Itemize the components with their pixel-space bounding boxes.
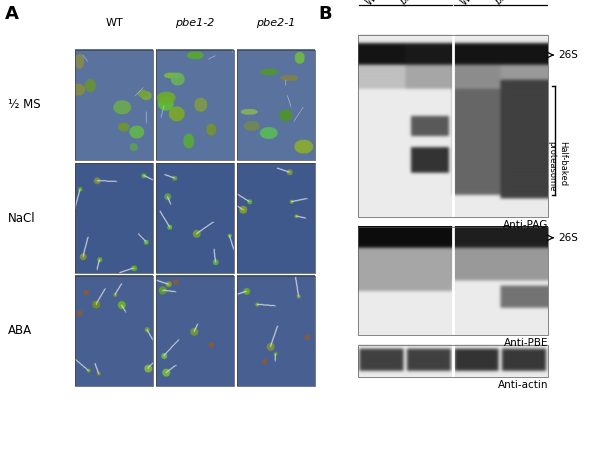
Text: pbe1-2: pbe1-2 (493, 0, 524, 7)
Bar (237, 276, 315, 386)
Text: Half-baked
proteasome: Half-baked proteasome (547, 140, 567, 191)
Text: WT: WT (105, 18, 123, 28)
Bar (156, 276, 234, 386)
Text: WT: WT (364, 0, 382, 7)
Text: A: A (5, 5, 19, 23)
Bar (75, 163, 153, 273)
Text: WT: WT (459, 0, 477, 7)
Text: Anti-PAG: Anti-PAG (503, 220, 548, 230)
Bar (358, 227, 548, 335)
Bar (75, 50, 153, 160)
Bar (358, 35, 548, 217)
Text: B: B (318, 5, 332, 23)
Text: pbe2-1: pbe2-1 (256, 18, 296, 28)
Bar (358, 345, 548, 377)
Bar (75, 276, 153, 386)
Text: NaCl: NaCl (8, 212, 35, 225)
Bar (156, 50, 234, 160)
Text: Anti-PBE: Anti-PBE (503, 338, 548, 348)
Text: 26S: 26S (558, 50, 578, 60)
Text: Anti-actin: Anti-actin (497, 380, 548, 390)
Text: 26S: 26S (558, 233, 578, 243)
Text: ABA: ABA (8, 325, 32, 338)
Text: pbe1-2: pbe1-2 (398, 0, 429, 7)
Bar (237, 50, 315, 160)
Bar (156, 163, 234, 273)
Bar (237, 163, 315, 273)
Text: ½ MS: ½ MS (8, 99, 41, 112)
Text: pbe1-2: pbe1-2 (175, 18, 215, 28)
